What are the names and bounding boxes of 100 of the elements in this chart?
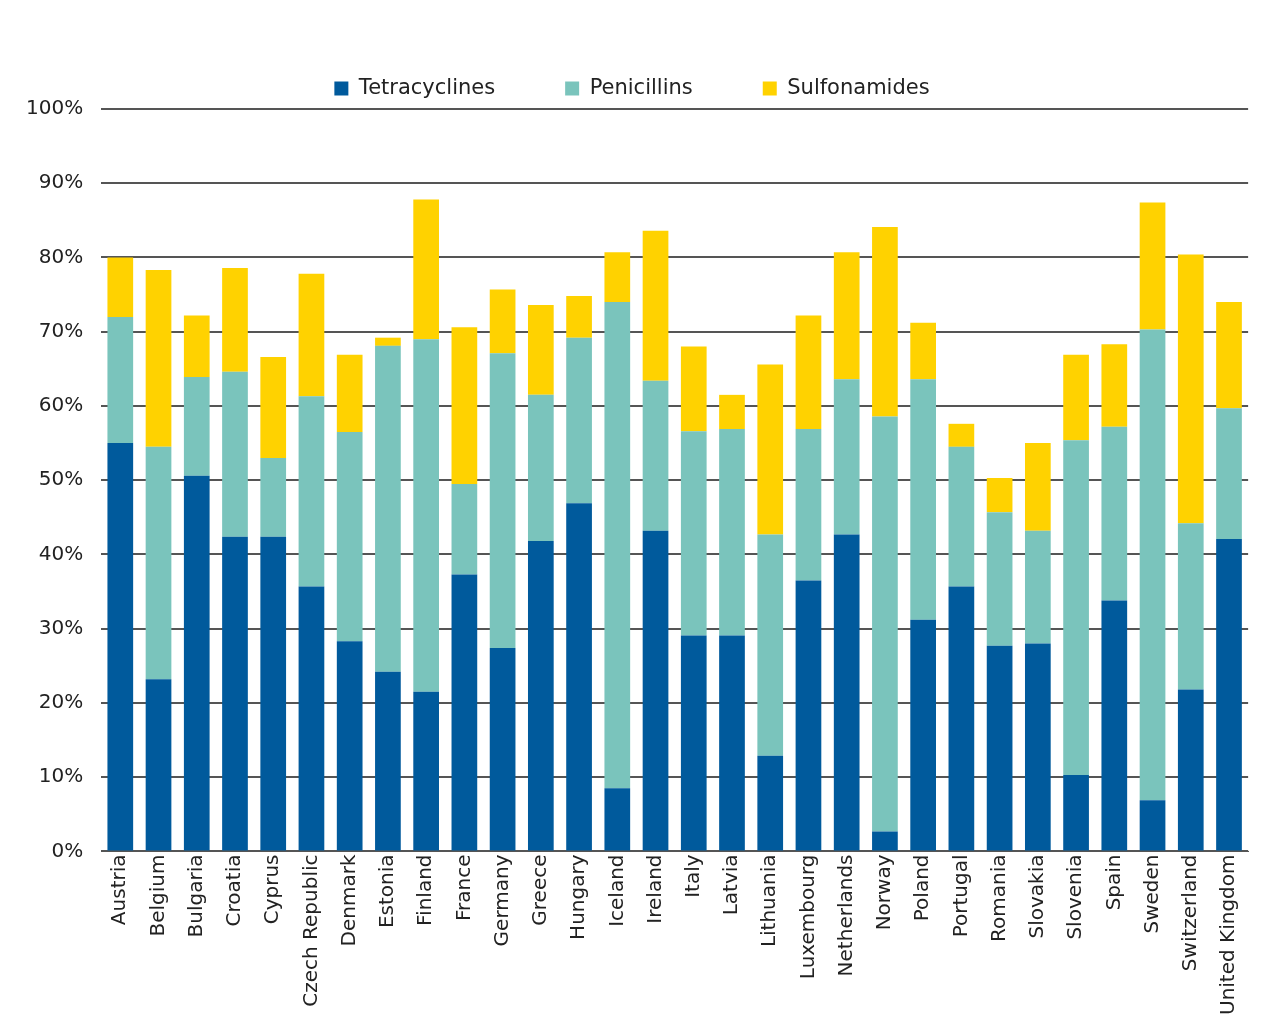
legend-label: Sulfonamides (787, 74, 930, 99)
bar (260, 536, 287, 851)
bar (489, 289, 516, 354)
bar (183, 315, 210, 378)
x-tick-label: Croatia (221, 854, 246, 927)
bar (260, 356, 287, 458)
x-tick-label: Belgium (144, 854, 169, 937)
bar (719, 635, 745, 851)
bar (986, 512, 1013, 646)
bar (527, 541, 554, 851)
bar (1024, 443, 1051, 531)
x-tick-label: Slovakia (1024, 854, 1049, 939)
bar (757, 364, 784, 535)
x-tick-label: Czech Republic (297, 854, 322, 1007)
bar (948, 446, 975, 587)
bar (910, 379, 936, 620)
bar (183, 475, 210, 851)
y-tick-label: 90% (38, 169, 84, 194)
bar (298, 396, 325, 587)
bar (375, 671, 401, 851)
bar (948, 423, 975, 447)
bar (604, 252, 631, 303)
x-tick-label: Norway (871, 854, 896, 931)
bar (489, 648, 516, 851)
x-tick-label: Netherlands (832, 854, 857, 977)
bar (948, 586, 975, 851)
bar (795, 580, 822, 851)
bar (566, 503, 592, 851)
bar (1216, 302, 1242, 409)
bar (298, 273, 325, 397)
bar (1024, 643, 1051, 851)
x-tick-label: Switzerland (1176, 854, 1201, 972)
x-tick-label: Bulgaria (182, 854, 207, 938)
bar (183, 377, 210, 476)
bar (451, 574, 478, 851)
bar (107, 316, 134, 444)
bar (642, 530, 669, 851)
bar (1063, 440, 1089, 775)
bar (1177, 523, 1204, 690)
x-tick-label: Spain (1100, 854, 1125, 911)
bar (1139, 800, 1166, 851)
bar (1024, 530, 1051, 644)
bar (566, 337, 592, 504)
x-tick-label: Ireland (641, 854, 666, 924)
bar (986, 645, 1013, 851)
bar (719, 394, 745, 430)
bar (336, 354, 363, 432)
x-tick-label: Iceland (603, 854, 628, 927)
bar (1177, 254, 1204, 524)
bar (795, 429, 822, 581)
y-tick-label: 50% (38, 466, 84, 491)
x-tick-label: Estonia (374, 854, 399, 929)
bar (413, 691, 439, 851)
bar (1216, 538, 1242, 851)
y-tick-label: 60% (38, 392, 84, 417)
x-tick-label: Hungary (565, 854, 590, 940)
bar (1177, 689, 1204, 851)
bar (413, 199, 439, 340)
x-tick-label: Luxembourg (794, 854, 819, 980)
bar (833, 534, 860, 851)
bar (872, 831, 898, 851)
y-tick-label: 30% (38, 614, 84, 639)
bar (489, 353, 516, 649)
bar (910, 619, 936, 851)
bar (833, 379, 860, 535)
x-tick-label: Poland (909, 854, 934, 922)
bar (566, 296, 592, 338)
bar (795, 315, 822, 430)
bar (336, 641, 363, 851)
x-tick-label: Denmark (335, 854, 360, 947)
bar (1139, 202, 1166, 330)
bar (145, 270, 172, 447)
bar (222, 536, 248, 851)
bar (1101, 344, 1128, 427)
x-tick-label: Latvia (718, 854, 743, 916)
x-tick-label: Cyprus (259, 854, 284, 925)
bar (336, 431, 363, 642)
bar (872, 416, 898, 832)
x-tick-label: Sweden (1138, 854, 1163, 934)
bar (680, 635, 707, 851)
y-tick-label: 100% (25, 95, 84, 120)
x-tick-label: United Kingdom (1215, 854, 1240, 1015)
bar (642, 230, 669, 381)
bar (145, 446, 172, 680)
bar (145, 679, 172, 851)
bar (222, 267, 248, 372)
bar (1101, 600, 1128, 851)
bar (107, 443, 134, 851)
bar (1063, 354, 1089, 441)
bar (1216, 408, 1242, 539)
bar (1101, 426, 1128, 601)
bar (107, 257, 134, 317)
y-tick-label: 20% (38, 689, 84, 714)
bar (527, 394, 554, 542)
bar (872, 227, 898, 417)
bar (757, 755, 784, 851)
x-tick-label: Germany (488, 854, 513, 947)
bar (680, 346, 707, 432)
legend-label: Tetracyclines (357, 74, 496, 99)
bar (260, 457, 287, 537)
